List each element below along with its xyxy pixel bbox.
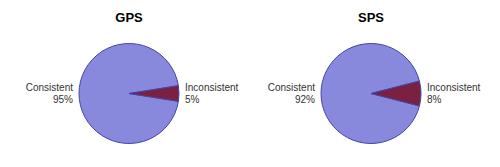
svg-text:Inconsistent5%: Inconsistent5%: [185, 82, 239, 105]
html-text:SPS: SPS: [358, 10, 384, 25]
html-text:GPS: GPS: [115, 10, 143, 25]
svg-text:Consistent95%: Consistent95%: [26, 82, 73, 105]
svg-text:Inconsistent8%: Inconsistent8%: [427, 82, 481, 105]
svg-text:Consistent92%: Consistent92%: [268, 82, 315, 105]
